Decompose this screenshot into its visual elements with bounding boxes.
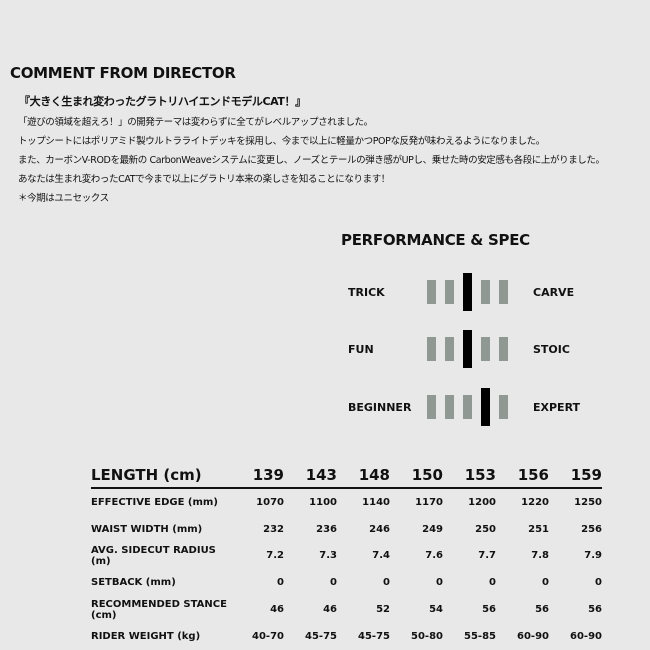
scale-marker-active — [481, 388, 490, 426]
spec-value: 60-90 — [517, 630, 549, 642]
comment-line: トップシートにはポリアミド製ウルトラライトデッキを採用し、今まで以上に軽量かつP… — [18, 136, 545, 147]
scale-marker — [463, 395, 472, 419]
spec-label: RECOMMENDED STANCE (cm) — [91, 598, 227, 621]
comment-note: ＊今期はユニセックス — [18, 193, 109, 204]
spec-value: 54 — [429, 604, 443, 616]
spec-value: 0 — [489, 577, 496, 589]
length-value: 153 — [443, 463, 496, 489]
spec-value: 40-70 — [252, 630, 284, 642]
spec-value: 46 — [323, 604, 337, 616]
spec-value: 60-90 — [570, 630, 602, 642]
length-value: 156 — [496, 463, 549, 489]
scale-marker — [481, 337, 490, 361]
spec-label: AVG. SIDECUT RADIUS (m) — [91, 544, 216, 567]
length-value: 150 — [390, 463, 443, 489]
scale-marker — [499, 395, 508, 419]
scale-right-label: STOIC — [533, 343, 570, 356]
scale-marker — [427, 337, 436, 361]
spec-value: 256 — [581, 523, 602, 535]
spec-header-row: LENGTH (cm) 139 143 148 150 153 156 159 — [91, 463, 602, 489]
scale-marker-active — [463, 330, 472, 368]
spec-label: SETBACK (mm) — [91, 577, 176, 589]
spec-value: 0 — [436, 577, 443, 589]
scale-right-label: CARVE — [533, 286, 575, 299]
spec-value: 7.9 — [584, 550, 602, 562]
spec-value: 0 — [542, 577, 549, 589]
spec-value: 1100 — [309, 496, 337, 508]
spec-value: 0 — [330, 577, 337, 589]
spec-value: 7.4 — [372, 550, 390, 562]
performance-heading: PERFORMANCE & SPEC — [341, 231, 530, 249]
length-value: 159 — [549, 463, 602, 489]
scale-marker — [445, 395, 454, 419]
scale-left-label: BEGINNER — [348, 401, 412, 414]
scale-marker — [499, 337, 508, 361]
spec-table: LENGTH (cm) 139 143 148 150 153 156 159 EFFECTI… — [91, 463, 602, 650]
scale-marker-active — [463, 273, 472, 311]
spec-label: EFFECTIVE EDGE (mm) — [91, 496, 218, 508]
scale-left-label: FUN — [348, 343, 374, 356]
spec-value: 7.2 — [266, 550, 284, 562]
spec-value: 1200 — [468, 496, 496, 508]
spec-value: 7.7 — [478, 550, 496, 562]
scale-marker — [445, 280, 454, 304]
spec-value: 52 — [376, 604, 390, 616]
spec-value: 250 — [475, 523, 496, 535]
spec-row: WAIST WIDTH (mm) 232 236 246 249 250 251 256 — [91, 516, 602, 543]
spec-value: 55-85 — [464, 630, 496, 642]
spec-label: RIDER WEIGHT (kg) — [91, 630, 201, 642]
comment-line: あなたは生まれ変わったCATで今まで以上にグラトリ本来の楽しさを知ることになりま… — [18, 174, 390, 185]
spec-row: RIDER WEIGHT (kg) 40-70 45-75 45-75 50-80 55-… — [91, 623, 602, 650]
scale-bars — [427, 273, 509, 311]
comment-line: また、カーボンV-RODを最新の CarbonWeaveシステムに変更し、ノーズ… — [18, 155, 605, 166]
spec-value: 1140 — [362, 496, 390, 508]
spec-value: 1220 — [521, 496, 549, 508]
spec-value: 46 — [270, 604, 284, 616]
spec-value: 251 — [528, 523, 549, 535]
spec-row: RECOMMENDED STANCE (cm) 46 46 52 54 56 56 56 — [91, 596, 602, 623]
spec-row: AVG. SIDECUT RADIUS (m) 7.2 7.3 7.4 7.6 7.7 7.… — [91, 543, 602, 570]
scale-left-label: TRICK — [348, 286, 385, 299]
scale-marker — [427, 280, 436, 304]
spec-value: 232 — [263, 523, 284, 535]
spec-row: EFFECTIVE EDGE (mm) 1070 1100 1140 1170 1200 1… — [91, 488, 602, 516]
comment-heading: COMMENT FROM DIRECTOR — [10, 64, 236, 82]
spec-value: 0 — [277, 577, 284, 589]
spec-value: 0 — [595, 577, 602, 589]
comment-title: 『大きく生まれ変わったグラトリハイエンドモデルCAT！』 — [19, 95, 306, 108]
scale-marker — [499, 280, 508, 304]
length-value: 139 — [231, 463, 284, 489]
spec-row: SETBACK (mm) 0 0 0 0 0 0 0 — [91, 569, 602, 596]
spec-value: 0 — [383, 577, 390, 589]
scale-bars — [427, 388, 509, 426]
spec-value: 45-75 — [305, 630, 337, 642]
scale-right-label: EXPERT — [533, 401, 581, 414]
spec-value: 7.8 — [531, 550, 549, 562]
spec-value: 50-80 — [411, 630, 443, 642]
spec-value: 45-75 — [358, 630, 390, 642]
length-value: 143 — [284, 463, 337, 489]
scale-marker — [427, 395, 436, 419]
length-value: 148 — [337, 463, 390, 489]
scale-marker — [445, 337, 454, 361]
spec-value: 1250 — [574, 496, 602, 508]
spec-value: 1070 — [256, 496, 284, 508]
spec-value: 249 — [422, 523, 443, 535]
spec-value: 246 — [369, 523, 390, 535]
spec-value: 56 — [535, 604, 549, 616]
spec-value: 236 — [316, 523, 337, 535]
scale-bars — [427, 330, 509, 368]
spec-value: 56 — [588, 604, 602, 616]
spec-value: 7.3 — [319, 550, 337, 562]
spec-value: 1170 — [415, 496, 443, 508]
spec-value: 7.6 — [425, 550, 443, 562]
spec-value: 56 — [482, 604, 496, 616]
spec-label: WAIST WIDTH (mm) — [91, 523, 203, 535]
comment-line: 「遊びの領域を超えろ！」の開発テーマは変わらずに全てがレベルアップされました。 — [18, 117, 373, 128]
scale-marker — [481, 280, 490, 304]
length-label: LENGTH (cm) — [91, 463, 231, 489]
